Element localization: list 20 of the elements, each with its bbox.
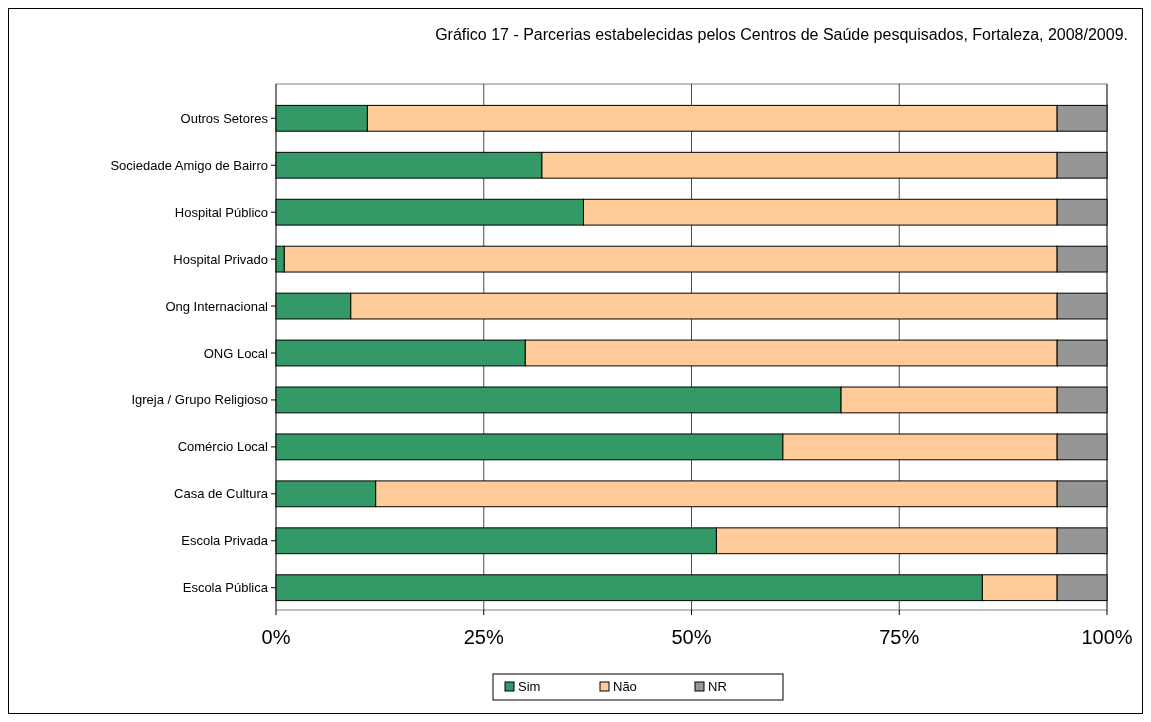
y-tick-label: Escola Privada xyxy=(181,533,269,549)
x-tick-label: 100% xyxy=(1081,626,1133,648)
y-tick-label: ONG Local xyxy=(203,345,269,361)
y-tick-label: Igreja / Grupo Religioso xyxy=(131,392,268,408)
y-tick-label: Sociedade Amigo de Bairro xyxy=(110,157,268,173)
y-tick-label: Hospital Privado xyxy=(173,251,268,267)
y-tick-label: Casa de Cultura xyxy=(174,486,269,502)
legend-label: Não xyxy=(613,679,637,694)
legend-label: Sim xyxy=(518,679,541,694)
x-tick-label: 50% xyxy=(671,626,712,648)
legend-label: NR xyxy=(708,679,727,694)
x-tick-label: 75% xyxy=(879,626,920,648)
y-tick-label: Ong Internacional xyxy=(165,298,269,314)
y-tick-label: Escola Pública xyxy=(182,580,269,596)
x-tick-label: 25% xyxy=(463,626,504,648)
x-tick-label: 0% xyxy=(261,626,291,648)
y-tick-label: Hospital Público xyxy=(174,204,268,220)
y-tick-label: Outros Setores xyxy=(180,110,269,126)
y-tick-label: Comércio Local xyxy=(177,439,269,455)
chart-title: Gráfico 17 - Parcerias estabelecidas pelos Centros de Saúde pesquisados, Fortaleza, 2008/2009. xyxy=(435,26,1128,43)
